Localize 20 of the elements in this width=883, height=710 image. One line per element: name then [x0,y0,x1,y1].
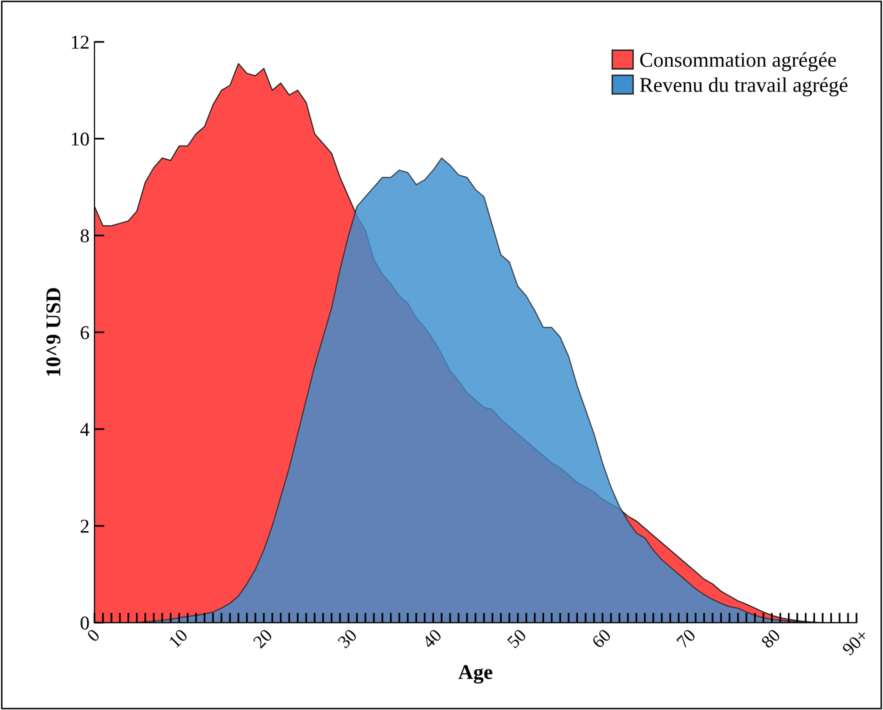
x-tick-label: 70 [676,628,696,648]
y-tick-label: 2 [80,520,89,533]
x-tick-label: 60 [591,628,612,649]
legend-label: Consommation agrégée [640,52,836,72]
x-tick-label: 90+ [842,628,870,656]
x-axis-title: Age [458,665,492,684]
legend-label: Revenu du travail agrégé [640,77,848,96]
y-tick-label: 12 [72,36,89,49]
y-tick-label: 6 [80,326,90,340]
y-tick-label: 8 [80,229,89,242]
x-tick-label: 30 [337,628,358,649]
x-tick-label: 80 [760,628,781,649]
y-tick-label: 0 [80,616,89,630]
y-tick-label: 4 [80,423,90,436]
x-tick-label: 20 [252,628,273,649]
y-axis-title: 10^9 USD [46,288,60,376]
x-tick-label: 10 [168,628,188,648]
x-tick-label: 50 [506,628,527,649]
x-tick-label: 40 [422,628,442,650]
y-tick-label: 10 [72,132,89,146]
